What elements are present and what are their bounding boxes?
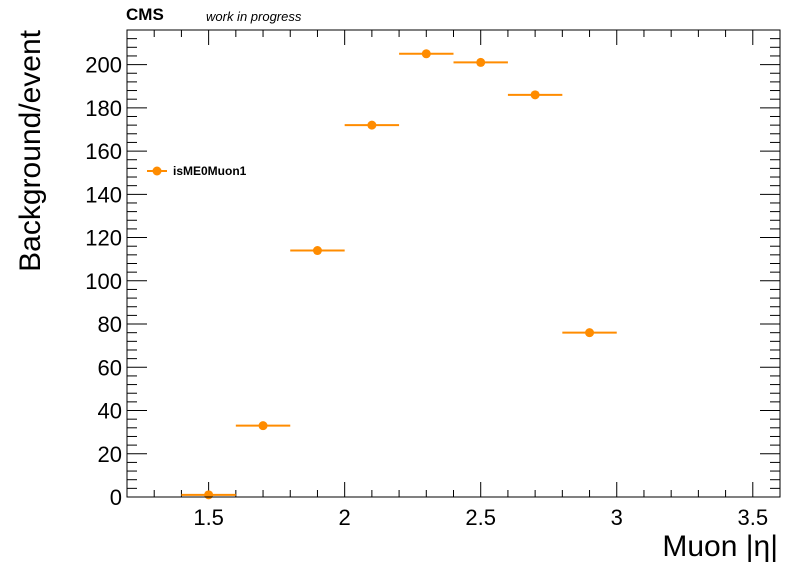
x-tick-label: 1.5: [193, 505, 224, 530]
ticks-layer: 1.5 2 2.5 3 3.5 0 20 40 60 80 100 120 140 160 180 200: [85, 29, 781, 530]
data-point: [476, 57, 486, 67]
y-tick-label: 120: [85, 226, 122, 251]
y-tick-label: 0: [110, 485, 122, 510]
data-point: [204, 490, 214, 500]
data-points: [181, 49, 617, 500]
legend: isME0Muon1: [147, 164, 247, 178]
y-tick-label: 40: [98, 399, 122, 424]
x-tick-label: 3.5: [737, 505, 768, 530]
y-tick-label: 200: [85, 53, 122, 78]
data-point: [367, 120, 377, 130]
y-tick-label: 20: [98, 442, 122, 467]
y-tick-label: 80: [98, 312, 122, 337]
plot-frame: [126, 29, 781, 498]
data-point: [585, 328, 595, 338]
y-tick-label: 60: [98, 355, 122, 380]
legend-marker: [152, 166, 162, 176]
y-tick-label: 100: [85, 269, 122, 294]
y-tick-label: 180: [85, 96, 122, 121]
x-tick-label: 2: [339, 505, 351, 530]
legend-label: isME0Muon1: [173, 164, 247, 178]
experiment-label: CMS: [126, 5, 164, 24]
x-axis-title: Muon |η|: [662, 530, 778, 563]
data-point: [530, 90, 540, 100]
y-tick-label: 160: [85, 139, 122, 164]
data-point: [312, 246, 322, 256]
data-point: [258, 421, 268, 431]
y-tick-label: 140: [85, 182, 122, 207]
x-tick-label: 3: [611, 505, 623, 530]
y-axis-title: Background/event: [14, 29, 47, 271]
data-point: [421, 49, 431, 59]
x-tick-label: 2.5: [465, 505, 496, 530]
status-label: work in progress: [206, 9, 302, 24]
